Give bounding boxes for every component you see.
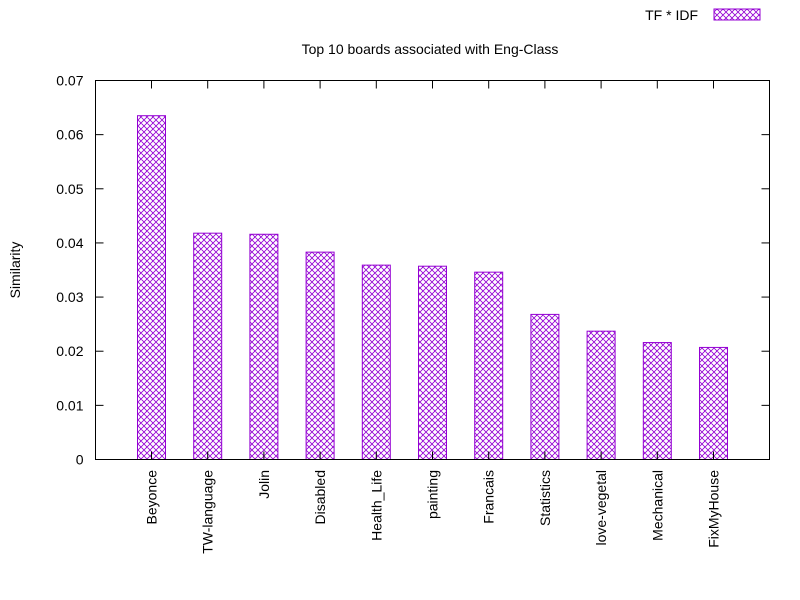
y-axis-ticks: 0 0.01 0.02 0.03 0.04 0.05 0.06 0.07: [56, 73, 770, 468]
x-tick-label-love-vegetal: love-vegetal: [593, 470, 609, 546]
bar-series-tf-idf: [137, 115, 728, 461]
y-tick-label: 0.03: [56, 289, 83, 305]
bar-painting: [418, 265, 447, 460]
x-tick-label-francais: Francais: [481, 470, 497, 524]
bar-beyonce: [137, 115, 166, 460]
x-tick-label-fixmyhouse: FixMyHouse: [706, 470, 722, 548]
x-tick-label-tw-language: TW-language: [200, 470, 216, 554]
y-tick-label: 0.07: [56, 73, 83, 89]
y-tick-label: 0.06: [56, 127, 83, 143]
bar-disabled: [305, 251, 335, 460]
x-tick-label-painting: painting: [425, 470, 441, 519]
x-tick-label-statistics: Statistics: [537, 470, 553, 526]
bar-fixmyhouse: [699, 346, 728, 460]
bar-mechanical: [642, 342, 672, 460]
plot-frame: [95, 80, 770, 460]
bar-tw-language: [193, 232, 223, 460]
x-tick-label-health-life: Health_Life: [368, 470, 384, 541]
bar-francais: [474, 271, 504, 460]
bar-statistics: [530, 313, 560, 461]
x-tick-label-jolin: Jolin: [256, 470, 272, 499]
x-tick-label-mechanical: Mechanical: [649, 470, 665, 541]
y-axis-label: Similarity: [7, 242, 23, 299]
legend-label-tf-idf: TF * IDF: [645, 7, 698, 23]
legend: TF * IDF: [645, 7, 761, 23]
y-tick-label: 0.04: [56, 235, 83, 251]
chart-title: Top 10 boards associated with Eng-Class: [302, 41, 559, 57]
y-tick-label: 0.02: [56, 343, 83, 359]
x-tick-label-beyonce: Beyonce: [144, 470, 160, 525]
x-tick-label-disabled: Disabled: [312, 470, 328, 524]
legend-swatch-tf-idf: [713, 8, 761, 21]
x-axis-tick-labels: Beyonce TW-language Jolin Disabled Health_Li…: [144, 80, 722, 554]
y-tick-label: 0: [76, 452, 84, 468]
bar-love-vegetal: [586, 330, 616, 460]
y-tick-label: 0.05: [56, 181, 83, 197]
y-tick-label: 0.01: [56, 397, 83, 413]
bar-health-life: [361, 264, 391, 460]
bar-jolin: [249, 233, 279, 460]
